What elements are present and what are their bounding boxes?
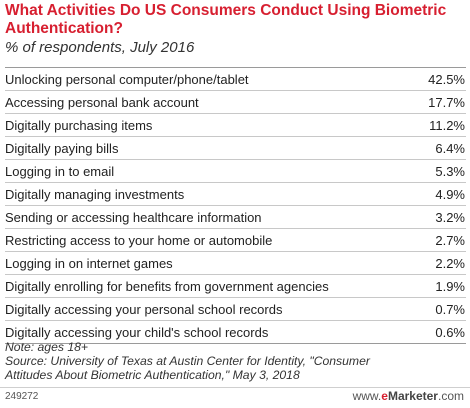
row-label: Digitally enrolling for benefits from go… (5, 278, 329, 294)
row-value: 4.9% (435, 186, 465, 202)
source-text-line-2: Attitudes About Biometric Authentication… (5, 368, 300, 382)
chart-subtitle: % of respondents, July 2016 (5, 39, 195, 56)
row-value: 11.2% (429, 117, 465, 133)
row-value: 3.2% (435, 209, 465, 225)
notes-block: Note: ages 18+ Source: University of Tex… (5, 340, 465, 382)
table-row: Digitally purchasing items 11.2% (5, 114, 466, 137)
table-row: Logging in on internet games 2.2% (5, 252, 466, 275)
row-label: Digitally purchasing items (5, 117, 153, 133)
chart-id: 249272 (5, 391, 39, 402)
row-value: 5.3% (435, 163, 465, 179)
table-row: Digitally paying bills 6.4% (5, 137, 466, 160)
table-row: Sending or accessing healthcare informat… (5, 206, 466, 229)
chart-title: What Activities Do US Consumers Conduct … (5, 2, 447, 37)
logo-e: e (381, 389, 388, 403)
table-row: Digitally accessing your personal school… (5, 298, 466, 321)
row-label: Accessing personal bank account (5, 94, 199, 110)
row-label: Logging in on internet games (5, 255, 173, 271)
table-row: Logging in to email 5.3% (5, 160, 466, 183)
table-row: Digitally managing investments 4.9% (5, 183, 466, 206)
row-label: Unlocking personal computer/phone/tablet (5, 71, 249, 87)
table-row: Digitally enrolling for benefits from go… (5, 275, 466, 298)
row-value: 0.7% (435, 301, 465, 317)
row-value: 6.4% (435, 140, 465, 156)
row-label: Digitally managing investments (5, 186, 185, 202)
logo-suffix: .com (437, 389, 464, 403)
logo-marketer: Marketer (387, 389, 438, 403)
row-value: 2.2% (435, 255, 465, 271)
row-label: Digitally accessing your personal school… (5, 301, 283, 317)
row-value: 42.5% (428, 71, 465, 87)
table-row: Digitally accessing your child's school … (5, 321, 466, 344)
emarketer-logo[interactable]: www.eMarketer.com (353, 389, 464, 403)
row-label: Sending or accessing healthcare informat… (5, 209, 262, 225)
row-label: Restricting access to your home or autom… (5, 232, 273, 248)
note-text: Note: ages 18+ (5, 340, 89, 354)
table-row: Accessing personal bank account 17.7% (5, 91, 466, 114)
source-text-line-1: Source: University of Texas at Austin Ce… (5, 354, 370, 368)
table-row: Restricting access to your home or autom… (5, 229, 466, 252)
data-table: Unlocking personal computer/phone/tablet… (5, 67, 466, 344)
row-value: 0.6% (435, 324, 465, 340)
row-label: Logging in to email (5, 163, 115, 179)
row-value: 17.7% (428, 94, 465, 110)
table-row: Unlocking personal computer/phone/tablet… (5, 68, 466, 91)
row-value: 1.9% (435, 278, 465, 294)
logo-prefix: www. (352, 389, 382, 403)
row-label: Digitally accessing your child's school … (5, 324, 269, 340)
row-label: Digitally paying bills (5, 140, 119, 156)
footer-divider (0, 387, 470, 388)
row-value: 2.7% (435, 232, 465, 248)
